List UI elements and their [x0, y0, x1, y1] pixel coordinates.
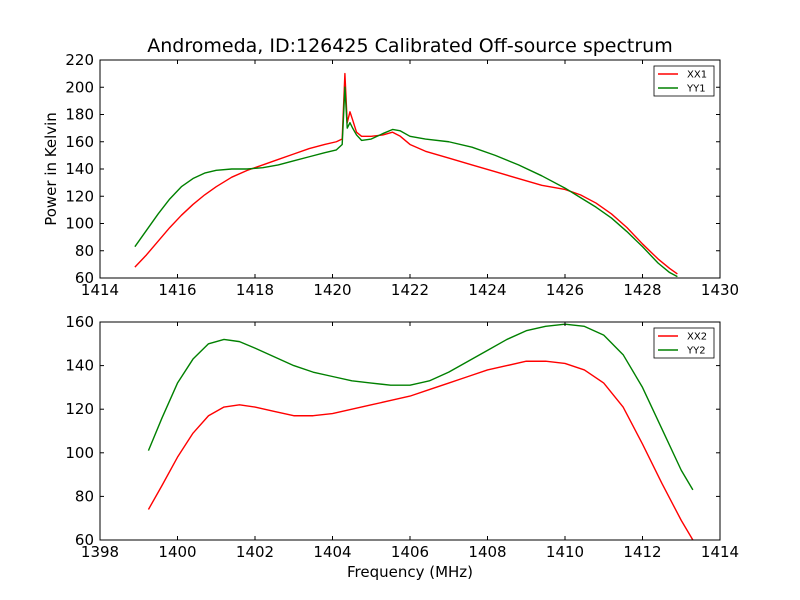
- x-tick-label: 1418: [236, 281, 274, 299]
- legend-box: [653, 327, 715, 359]
- x-tick-label: 1422: [391, 281, 429, 299]
- y-tick-label: 140: [65, 160, 94, 178]
- x-tick-label: 1400: [158, 543, 196, 561]
- y-axis-label: Power in Kelvin: [42, 112, 60, 226]
- x-tick-label: 1412: [623, 543, 661, 561]
- y-tick-label: 100: [65, 444, 94, 462]
- x-tick-label: 1406: [391, 543, 429, 561]
- y-tick-label: 160: [65, 133, 94, 151]
- y-tick-label: 80: [75, 487, 94, 505]
- x-axis-label: Frequency (MHz): [347, 563, 473, 581]
- x-tick-label: 1420: [313, 281, 351, 299]
- x-tick-label: 1426: [546, 281, 584, 299]
- y-tick-label: 200: [65, 78, 94, 96]
- y-tick-label: 120: [65, 187, 94, 205]
- legend-label-xx2: XX2: [687, 332, 707, 343]
- y-tick-label: 160: [65, 313, 94, 331]
- y-tick-label: 100: [65, 215, 94, 233]
- x-tick-label: 1430: [701, 281, 739, 299]
- y-tick-label: 120: [65, 400, 94, 418]
- legend-box: [653, 65, 715, 97]
- legend-label-yy2: YY2: [686, 346, 706, 357]
- figure-title: Andromeda, ID:126425 Calibrated Off-sour…: [147, 35, 672, 57]
- x-tick-label: 1402: [236, 543, 274, 561]
- series-line-yy1: [134, 86, 678, 278]
- x-tick-label: 1414: [81, 281, 119, 299]
- legend-label-yy1: YY1: [686, 84, 706, 95]
- y-tick-label: 60: [75, 269, 94, 287]
- x-tick-label: 1424: [468, 281, 506, 299]
- series-line-yy2: [147, 323, 694, 491]
- bottom-panel: 1398 1400 1402 1404 1406 1408 1410 1412 1414 60 80…: [65, 313, 739, 561]
- y-tick-label: 180: [65, 106, 94, 124]
- x-tick-label: 1404: [313, 543, 351, 561]
- legend-label-xx1: XX1: [687, 70, 707, 81]
- y-tick-label: 140: [65, 357, 94, 375]
- x-tick-label: 1428: [623, 281, 661, 299]
- y-tick-label: 220: [65, 51, 94, 69]
- x-tick-label: 1416: [158, 281, 196, 299]
- x-tick-label: 1410: [546, 543, 584, 561]
- series-line-xx2: [147, 360, 694, 541]
- y-tick-label: 60: [75, 531, 94, 549]
- y-tick-label: 80: [75, 242, 94, 260]
- x-tick-label: 1414: [701, 543, 739, 561]
- x-tick-label: 1408: [468, 543, 506, 561]
- series-line-xx1: [134, 72, 678, 275]
- top-panel: 1414 1416 1418 1420 1422 1424 1426 1428 1430 60 80…: [65, 51, 739, 299]
- x-tick-label: 1398: [81, 543, 119, 561]
